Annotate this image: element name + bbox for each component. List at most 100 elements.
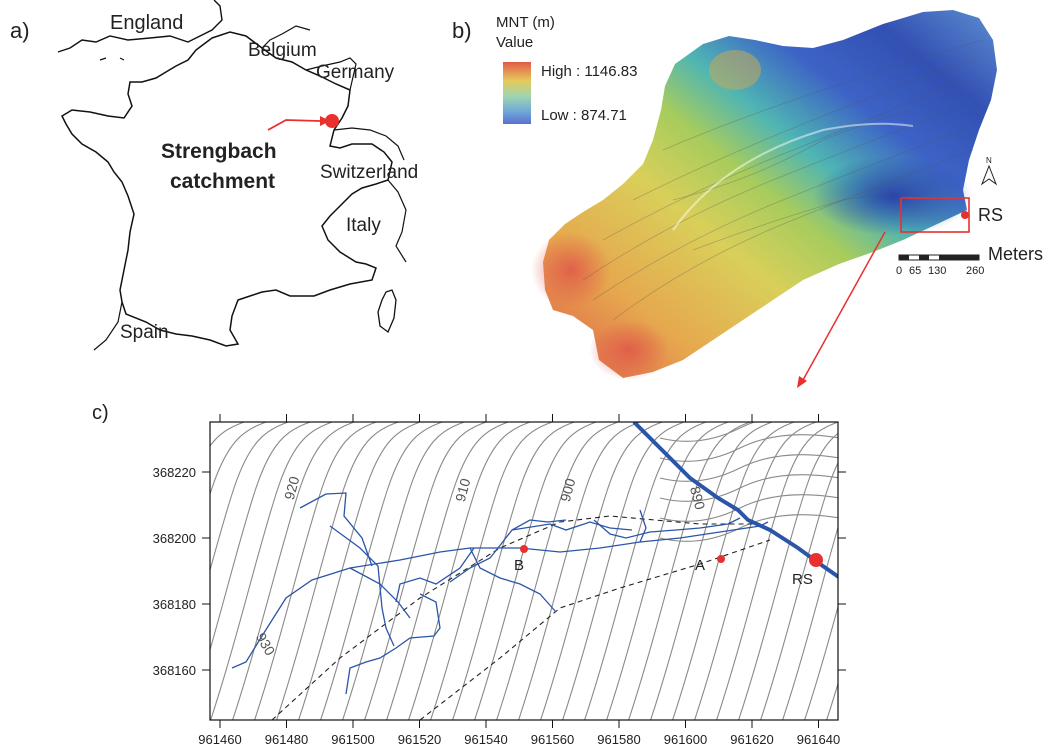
x-tick-label: 961520 <box>398 732 441 747</box>
contour-line <box>659 454 838 482</box>
contour-line <box>276 422 400 720</box>
belgium-border <box>261 25 311 49</box>
y-tick-label: 368200 <box>153 531 196 546</box>
contour-line <box>210 422 334 720</box>
zoom-connector <box>802 231 886 381</box>
country-spain: Spain <box>120 322 169 343</box>
contour-line <box>804 604 838 720</box>
y-tick-label: 368220 <box>153 465 196 480</box>
contour-line <box>738 432 838 720</box>
zoom-connector-head <box>797 376 807 388</box>
contour-line <box>650 422 774 720</box>
contour-line <box>430 422 554 720</box>
contour-line <box>826 681 838 720</box>
scale-bar <box>898 254 980 261</box>
point-b-marker <box>520 545 528 553</box>
contour-line <box>452 422 576 720</box>
dem-legend-title: MNT (m) <box>496 14 555 31</box>
contour-line <box>562 422 686 720</box>
dem-low-label: Low : 874.71 <box>541 107 627 124</box>
contour-line <box>659 434 838 462</box>
dem-ridge <box>672 122 914 231</box>
contour-line <box>298 422 422 720</box>
dem-legend-subtitle: Value <box>496 34 534 51</box>
site-label-line1: Strengbach <box>161 140 277 163</box>
contour-line <box>672 422 796 720</box>
flow-paths <box>271 515 771 720</box>
spain-border <box>93 301 123 351</box>
dem-peak-southwest <box>531 232 611 308</box>
contour-line <box>782 525 838 720</box>
site-marker <box>325 114 339 128</box>
dem-map <box>503 10 998 388</box>
contour-line <box>760 461 838 720</box>
main-river <box>632 422 838 580</box>
x-tick-label: 961580 <box>597 732 640 747</box>
site-label-line2: catchment <box>170 170 276 193</box>
contour-line <box>659 494 838 522</box>
country-switzerland: Switzerland <box>320 162 419 183</box>
dem-surface <box>543 10 997 378</box>
contour-line <box>716 422 838 720</box>
panel-a-label: a) <box>10 18 30 43</box>
x-tick-label: 961620 <box>730 732 773 747</box>
scale-tick-65: 65 <box>909 265 922 277</box>
contour-line <box>210 422 246 448</box>
scale-tick-260: 260 <box>966 265 985 277</box>
north-arrow-icon <box>980 164 998 186</box>
y-axis: 368220 368200 368180 368160 <box>153 465 846 678</box>
contour-line <box>254 422 378 720</box>
x-tick-label: 961540 <box>464 732 507 747</box>
point-b-label: B <box>514 557 525 574</box>
x-tick-label: 961640 <box>797 732 840 747</box>
contour-line <box>628 422 752 720</box>
contour-line <box>364 422 488 720</box>
switzerland-border <box>333 127 405 161</box>
x-tick-label: 961460 <box>198 732 241 747</box>
rs-station-marker <box>809 553 823 567</box>
stream-network <box>231 492 769 695</box>
contour-lines <box>210 416 986 728</box>
contour-line <box>659 514 838 542</box>
contour-line <box>386 422 510 720</box>
rs-marker <box>961 211 969 219</box>
scale-tick-0: 0 <box>896 265 903 277</box>
france-map <box>57 0 407 351</box>
country-england: England <box>110 12 184 34</box>
site-arrow <box>267 119 321 131</box>
rs-station-label: RS <box>792 571 813 588</box>
north-label: N <box>986 156 992 165</box>
panel-c-label: c) <box>92 402 109 424</box>
dem-valley <box>813 156 973 236</box>
contour-line <box>584 422 708 720</box>
dem-rs-label: RS <box>978 205 1004 225</box>
country-germany: Germany <box>316 62 395 83</box>
map-frame <box>209 421 839 721</box>
contour-line <box>496 422 620 720</box>
dem-contours <box>582 39 984 321</box>
contour-line <box>342 422 466 720</box>
contour-line <box>232 422 356 720</box>
channel-islands <box>99 57 125 61</box>
contour-line <box>659 422 757 442</box>
point-a-label: A <box>695 557 706 574</box>
point-a-marker <box>717 555 725 563</box>
x-axis: 961460 961480 961500 961520 961540 961560 9615… <box>198 414 840 747</box>
contour-line <box>210 422 268 496</box>
scale-unit: Meters <box>988 244 1044 264</box>
x-tick-label: 961560 <box>531 732 574 747</box>
france-outline <box>61 31 393 347</box>
england-coast <box>57 0 223 53</box>
contour-line <box>210 422 312 652</box>
scale-tick-130: 130 <box>928 265 947 277</box>
dem-legend-colorbar <box>503 62 531 124</box>
contour-line <box>846 416 986 728</box>
country-italy: Italy <box>346 215 381 236</box>
x-tick-label: 961480 <box>265 732 308 747</box>
dem-hilltop <box>709 50 761 90</box>
dem-peak-south <box>589 320 669 380</box>
contour-line <box>606 422 730 720</box>
country-belgium: Belgium <box>248 40 317 61</box>
y-tick-label: 368180 <box>153 597 196 612</box>
